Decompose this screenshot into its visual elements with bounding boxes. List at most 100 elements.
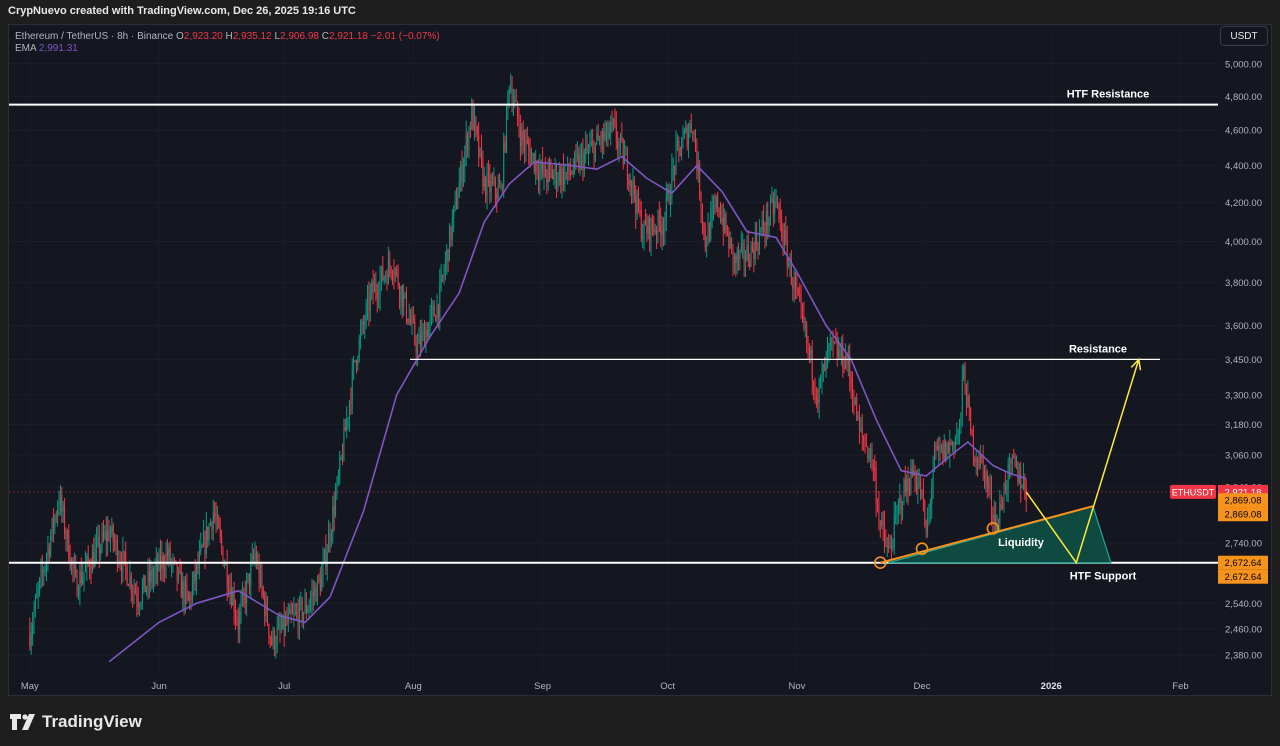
candle-body (671, 168, 673, 200)
candle-body (765, 210, 767, 234)
candle-body (594, 142, 596, 161)
wedge-touch-marker (874, 556, 887, 570)
candle-body (136, 593, 138, 602)
candle-body (599, 140, 601, 142)
candle-body (850, 377, 852, 387)
price-tick-label: 4,000.00 (1225, 237, 1262, 248)
candle-body (663, 228, 665, 233)
candle-body (947, 442, 949, 453)
candle-body (849, 356, 851, 378)
candle-body (565, 172, 567, 174)
candle-body (187, 592, 189, 601)
candle-body (650, 218, 652, 242)
price-badge (1218, 569, 1268, 584)
candle-body (956, 437, 958, 439)
candle-body (786, 238, 788, 267)
candle-body (460, 164, 462, 183)
candle-body (824, 364, 826, 372)
candle-body (397, 270, 399, 287)
candle-body (208, 525, 210, 541)
ema-legend[interactable]: EMA 2,991.31 (15, 43, 78, 54)
candles-layer (29, 73, 1027, 659)
symbol-name[interactable]: Ethereum / TetherUS · 8h · Binance (15, 31, 174, 42)
candle-body (810, 349, 812, 356)
candle-body (986, 472, 988, 486)
candle-body (262, 588, 264, 597)
candle-body (278, 623, 280, 629)
currency-button[interactable]: USDT (1220, 26, 1268, 46)
candle-body (820, 378, 822, 380)
candle-body (1014, 456, 1016, 466)
candle-body (604, 133, 606, 140)
candle-body (440, 275, 442, 283)
candle-body (436, 304, 438, 322)
candle-body (275, 645, 277, 650)
candle-body (720, 213, 721, 222)
candle-body (47, 547, 49, 558)
candle-body (968, 395, 970, 409)
candle-body (929, 503, 931, 510)
price-badge-label: 2,672.64 (1225, 572, 1262, 583)
candle-body (225, 563, 227, 565)
candle-body (457, 197, 459, 209)
candle-body (899, 497, 901, 503)
candle-body (776, 198, 778, 205)
low-label: L (274, 31, 281, 42)
candle-body (268, 624, 270, 637)
candle-body (340, 456, 342, 458)
candle-body (939, 446, 941, 450)
candle-body (911, 467, 913, 476)
price-tick-label: 4,600.00 (1225, 126, 1262, 137)
candle-body (724, 213, 726, 232)
candle-body (298, 600, 300, 629)
candle-body (399, 286, 400, 300)
time-tick-label: 2026 (1041, 681, 1062, 692)
candle-body (422, 328, 424, 333)
candle-body (910, 467, 912, 494)
candle-body (738, 251, 740, 260)
candle-body (233, 593, 235, 614)
candle-body (519, 129, 521, 147)
candle-body (883, 525, 885, 539)
high-value: 2,935.12 (232, 31, 272, 42)
candle-body (236, 617, 238, 622)
candle-body (348, 401, 350, 419)
candle-body (184, 584, 186, 604)
candle-body (347, 418, 349, 420)
time-tick-label: Jun (151, 681, 166, 692)
candle-body (58, 505, 60, 509)
candle-body (429, 313, 431, 324)
candle-body (458, 182, 460, 198)
candle-body (503, 142, 505, 188)
candle-body (895, 513, 897, 516)
candle-body (582, 151, 584, 171)
candle-body (419, 335, 421, 347)
candle-body (404, 292, 406, 295)
candle-body (43, 571, 45, 573)
candle-body (1009, 460, 1011, 464)
candle-body (879, 523, 881, 525)
candle-body (464, 151, 466, 168)
chart-frame[interactable] (8, 24, 1272, 696)
candle-body (400, 286, 402, 300)
candle-body (84, 565, 86, 572)
candle-body (204, 534, 206, 554)
candle-body (157, 560, 159, 571)
candle-body (593, 142, 595, 161)
candle-body (250, 562, 252, 586)
candle-body (522, 131, 524, 141)
candle-body (442, 275, 444, 277)
level-label: HTF Resistance (1067, 89, 1150, 101)
candle-body (992, 513, 994, 522)
candle-body (241, 592, 243, 603)
candle-body (560, 169, 562, 186)
candle-body (865, 445, 867, 447)
high-label: H (225, 31, 233, 42)
candle-body (586, 146, 588, 152)
candle-body (886, 546, 888, 548)
candle-body (857, 414, 859, 421)
tradingview-logo[interactable]: TradingView (10, 712, 142, 732)
candle-body (525, 140, 527, 149)
candle-body (39, 578, 41, 589)
